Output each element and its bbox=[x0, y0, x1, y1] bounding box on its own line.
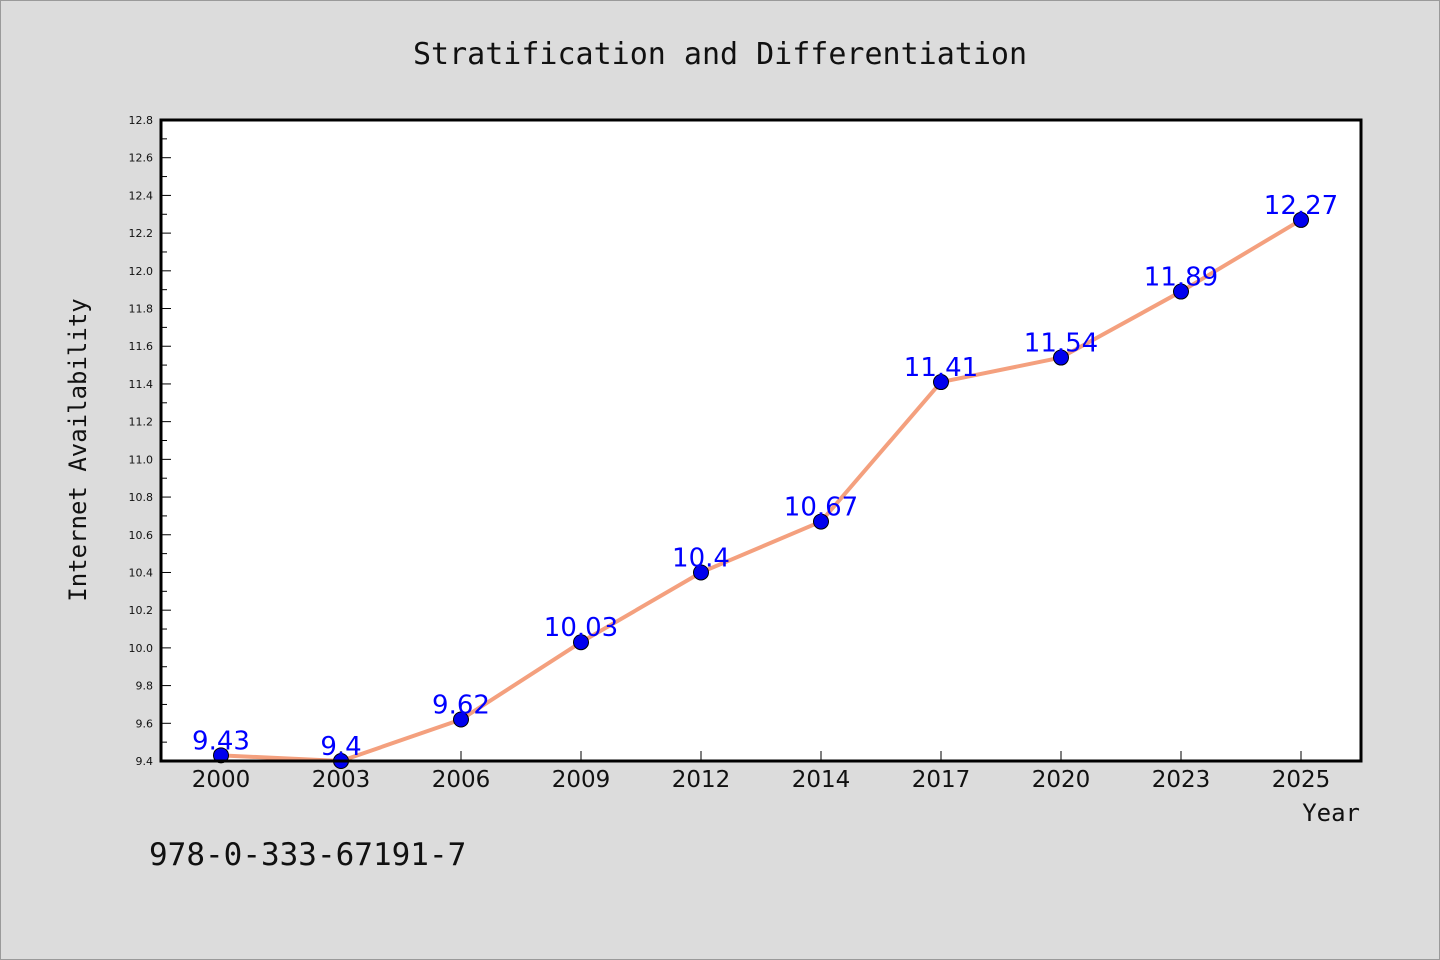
data-label: 11.89 bbox=[1144, 263, 1218, 293]
data-label: 9.43 bbox=[192, 726, 250, 756]
data-label: 11.54 bbox=[1024, 329, 1098, 359]
y-tick-label: 11.6 bbox=[129, 340, 154, 353]
y-axis-ticks: 9.4 9.6 9.8 10.0 10.2 10.4 10.6 10.8 11.0 11.2 11.… bbox=[129, 114, 171, 768]
series-group: 9.43 9.4 9.62 10.03 10.4 10.67 11.41 11.54 11.89… bbox=[192, 191, 1338, 769]
x-tick-label: 2006 bbox=[432, 767, 491, 793]
x-tick-label: 2000 bbox=[192, 767, 251, 793]
y-tick-label: 11.4 bbox=[129, 378, 154, 391]
series-line bbox=[220, 218, 1303, 763]
data-label: 9.4 bbox=[320, 732, 361, 762]
y-tick-label: 10.0 bbox=[129, 642, 154, 655]
x-tick-label: 2014 bbox=[792, 767, 851, 793]
data-point-marker bbox=[213, 747, 229, 764]
data-label: 12.27 bbox=[1264, 191, 1338, 221]
y-axis-label: Internet Availability bbox=[64, 298, 92, 601]
y-tick-label: 11.8 bbox=[129, 303, 154, 316]
data-point-marker bbox=[573, 634, 589, 651]
chart-title: Stratification and Differentiation bbox=[413, 37, 1027, 72]
x-tick-label: 2025 bbox=[1272, 767, 1331, 793]
y-tick-label: 10.6 bbox=[129, 529, 154, 542]
data-label: 11.41 bbox=[904, 353, 978, 383]
y-tick-label: 11.2 bbox=[129, 416, 154, 429]
data-label: 9.62 bbox=[432, 691, 490, 721]
y-tick-label: 12.6 bbox=[129, 152, 154, 165]
y-tick-label: 10.8 bbox=[129, 491, 154, 504]
data-point-marker bbox=[1173, 283, 1189, 300]
y-tick-label: 11.0 bbox=[129, 453, 154, 466]
data-label: 10.03 bbox=[544, 613, 618, 643]
y-tick-label: 10.4 bbox=[129, 566, 154, 579]
x-tick-label: 2017 bbox=[912, 767, 971, 793]
isbn-text: 978-0-333-67191-7 bbox=[149, 837, 466, 873]
y-tick-label: 12.2 bbox=[129, 227, 154, 240]
x-tick-label: 2009 bbox=[552, 767, 611, 793]
data-label: 10.67 bbox=[784, 493, 858, 523]
x-axis-label: Year bbox=[1302, 799, 1360, 827]
x-axis-ticks: 2000 2003 2006 2009 2012 2014 2017 2020 2023 2025 bbox=[192, 751, 1331, 793]
y-tick-label: 9.4 bbox=[136, 755, 154, 768]
y-tick-label: 10.2 bbox=[129, 604, 154, 617]
y-tick-label: 9.8 bbox=[136, 680, 154, 693]
x-tick-label: 2012 bbox=[672, 767, 731, 793]
data-point-marker bbox=[453, 711, 469, 728]
x-tick-label: 2003 bbox=[312, 767, 371, 793]
y-tick-label: 12.4 bbox=[129, 189, 154, 202]
data-point-marker bbox=[1053, 349, 1069, 366]
x-tick-label: 2023 bbox=[1152, 767, 1211, 793]
data-point-marker bbox=[1293, 211, 1309, 228]
data-label: 10.4 bbox=[672, 543, 730, 573]
plot-frame bbox=[159, 118, 1363, 763]
x-tick-label: 2020 bbox=[1032, 767, 1091, 793]
data-point-marker bbox=[933, 374, 949, 391]
plot-area bbox=[161, 120, 1361, 761]
y-tick-label: 12.0 bbox=[129, 265, 154, 278]
data-point-marker bbox=[693, 564, 709, 581]
y-tick-label: 9.6 bbox=[136, 717, 154, 730]
y-tick-label: 12.8 bbox=[129, 114, 154, 127]
data-point-marker bbox=[813, 513, 829, 530]
